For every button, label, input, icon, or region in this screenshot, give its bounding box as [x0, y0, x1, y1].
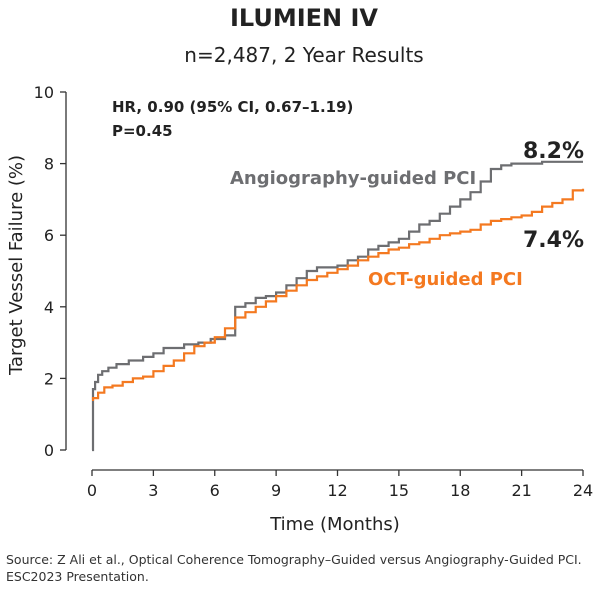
y-axis-label: Target Vessel Failure (%): [6, 155, 27, 376]
series-label-oct: OCT-guided PCI: [368, 269, 523, 290]
x-tick-label: 18: [450, 481, 470, 500]
x-tick-label: 6: [210, 481, 220, 500]
series-lines: [91, 160, 585, 452]
x-tick-label: 0: [87, 481, 97, 500]
chart-subtitle: n=2,487, 2 Year Results: [184, 43, 423, 67]
source-citation: Source: Z Ali et al., Optical Coherence …: [6, 551, 606, 585]
stats-hr: HR, 0.90 (95% CI, 0.67–1.19): [112, 98, 353, 116]
y-tick-label: 8: [44, 155, 54, 174]
source-line-2: ESC2023 Presentation.: [6, 569, 149, 584]
x-tick-label: 21: [511, 481, 531, 500]
stats-p-value: P=0.45: [112, 122, 173, 140]
x-axis-label: Time (Months): [269, 514, 400, 535]
source-line-1: Source: Z Ali et al., Optical Coherence …: [6, 552, 582, 567]
x-tick-label: 9: [271, 481, 281, 500]
y-tick-label: 4: [44, 298, 54, 317]
series-line-angiography: [91, 160, 583, 452]
end-label-oct: 7.4%: [523, 228, 584, 253]
y-tick-label: 6: [44, 226, 54, 245]
chart-title: ILUMIEN IV: [230, 4, 378, 32]
y-tick-label: 2: [44, 369, 54, 388]
end-label-angiography: 8.2%: [523, 139, 584, 164]
x-tick-label: 24: [573, 481, 593, 500]
series-line-oct: [91, 188, 585, 401]
x-tick-label: 3: [148, 481, 158, 500]
series-label-angiography: Angiography-guided PCI: [230, 168, 476, 189]
y-tick-label: 0: [44, 441, 54, 460]
x-tick-label: 15: [389, 481, 409, 500]
y-tick-label: 10: [34, 83, 54, 102]
x-tick-label: 12: [327, 481, 347, 500]
